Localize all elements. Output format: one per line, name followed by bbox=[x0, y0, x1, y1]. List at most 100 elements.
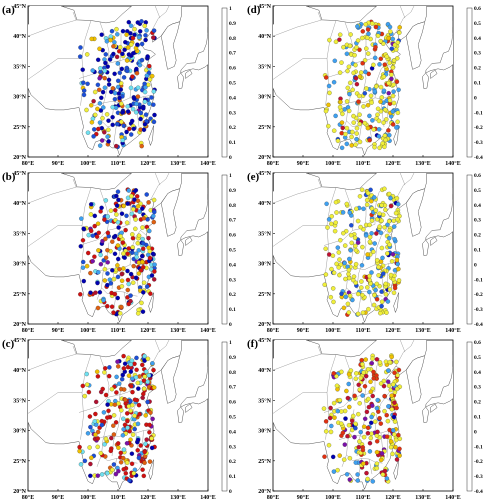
station-dot bbox=[145, 356, 151, 362]
station-dot bbox=[136, 248, 141, 253]
station-dot bbox=[365, 51, 371, 56]
station-dot bbox=[126, 373, 132, 378]
station-dot bbox=[98, 66, 103, 71]
station-dot bbox=[123, 227, 128, 233]
station-dot bbox=[390, 122, 396, 127]
station-dot bbox=[125, 109, 131, 114]
station-dot bbox=[391, 100, 397, 106]
station-dot bbox=[143, 369, 149, 374]
colorbar-tick-label: 0.8 bbox=[229, 203, 236, 209]
station-dot bbox=[142, 358, 147, 363]
station-dot bbox=[355, 478, 360, 483]
station-dot bbox=[97, 290, 103, 295]
station-dot bbox=[368, 93, 374, 99]
station-dot bbox=[140, 236, 145, 242]
station-dot bbox=[349, 240, 354, 246]
station-dot bbox=[388, 203, 394, 209]
lat-tick-label: 30°N bbox=[258, 94, 271, 101]
station-dot bbox=[331, 128, 337, 133]
colorbar-tick-label: 0 bbox=[474, 429, 477, 435]
station-dot bbox=[327, 90, 332, 96]
station-dot bbox=[394, 195, 400, 201]
station-dot bbox=[356, 93, 362, 99]
colorbar-tick-label: 0.6 bbox=[229, 66, 236, 72]
station-dot bbox=[130, 245, 135, 250]
station-dot bbox=[382, 133, 388, 138]
station-dot bbox=[336, 250, 342, 255]
station-dot bbox=[122, 422, 128, 428]
station-dot bbox=[330, 253, 336, 258]
station-dot bbox=[328, 429, 334, 435]
station-dot bbox=[354, 45, 359, 50]
station-dot bbox=[386, 128, 391, 133]
station-dot bbox=[360, 393, 365, 398]
station-dot bbox=[113, 233, 118, 239]
station-dot bbox=[95, 473, 101, 478]
map-svg: 80°E 90°E 100°E 110°E 120°E 130°E 140°E 20°N 25°… bbox=[2, 170, 236, 333]
station-dot bbox=[143, 85, 148, 90]
station-dot bbox=[118, 450, 124, 456]
station-dot bbox=[109, 304, 115, 309]
lon-tick-label: 80°E bbox=[267, 160, 279, 166]
station-dot bbox=[331, 79, 337, 85]
colorbar-tick-label: 0.5 bbox=[229, 415, 236, 421]
colorbar-tick-label: 1 bbox=[229, 340, 232, 346]
station-dot bbox=[385, 379, 391, 384]
colorbar-tick-label: -0.3 bbox=[474, 307, 483, 313]
station-points bbox=[77, 353, 157, 484]
station-dot bbox=[103, 255, 109, 260]
station-dot bbox=[138, 443, 143, 448]
station-dot bbox=[110, 86, 116, 91]
lat-tick-label: 45°N bbox=[258, 170, 271, 177]
lon-tick-label: 120°E bbox=[140, 160, 155, 166]
coastline bbox=[273, 6, 453, 157]
station-dot bbox=[375, 429, 380, 435]
station-dot bbox=[337, 104, 343, 110]
station-dot bbox=[357, 194, 363, 199]
station-dot bbox=[93, 399, 99, 405]
station-dot bbox=[129, 211, 135, 217]
station-dot bbox=[386, 218, 392, 224]
station-dot bbox=[147, 77, 153, 82]
station-dot bbox=[141, 106, 146, 111]
station-dot bbox=[383, 137, 388, 143]
lat-tick-label: 20°N bbox=[13, 321, 26, 328]
lon-tick-label: 140°E bbox=[200, 160, 215, 166]
station-dot bbox=[142, 460, 147, 466]
station-dot bbox=[108, 281, 114, 286]
station-dot bbox=[128, 271, 134, 277]
station-dot bbox=[87, 445, 92, 450]
station-dot bbox=[337, 397, 343, 403]
station-dot bbox=[77, 444, 82, 450]
lon-tick-label: 140°E bbox=[445, 494, 460, 500]
station-dot bbox=[89, 120, 95, 125]
station-dot bbox=[346, 271, 351, 277]
station-dot bbox=[101, 410, 107, 415]
station-dot bbox=[105, 282, 110, 288]
station-dot bbox=[389, 407, 395, 412]
station-dot bbox=[126, 404, 132, 409]
station-dot bbox=[152, 262, 157, 267]
station-dot bbox=[397, 213, 402, 219]
station-dot bbox=[354, 131, 359, 136]
colorbar-tick-label: 0.4 bbox=[474, 370, 481, 376]
station-dot bbox=[322, 454, 327, 459]
station-dot bbox=[353, 460, 359, 465]
station-dot bbox=[125, 68, 130, 74]
colorbar-frame bbox=[466, 174, 473, 325]
station-dot bbox=[365, 35, 370, 40]
station-dot bbox=[151, 385, 157, 390]
station-dot bbox=[143, 33, 148, 38]
station-dot bbox=[130, 74, 135, 79]
station-dot bbox=[340, 210, 346, 215]
station-dot bbox=[135, 42, 140, 47]
lon-tick-label: 130°E bbox=[170, 494, 185, 500]
station-dot bbox=[135, 20, 141, 25]
station-dot bbox=[92, 419, 98, 424]
lat-tick-label: 25°N bbox=[13, 291, 26, 298]
station-dot bbox=[108, 89, 114, 95]
station-dot bbox=[144, 28, 149, 33]
station-dot bbox=[139, 57, 145, 63]
station-dot bbox=[90, 233, 96, 238]
station-dot bbox=[366, 71, 371, 77]
